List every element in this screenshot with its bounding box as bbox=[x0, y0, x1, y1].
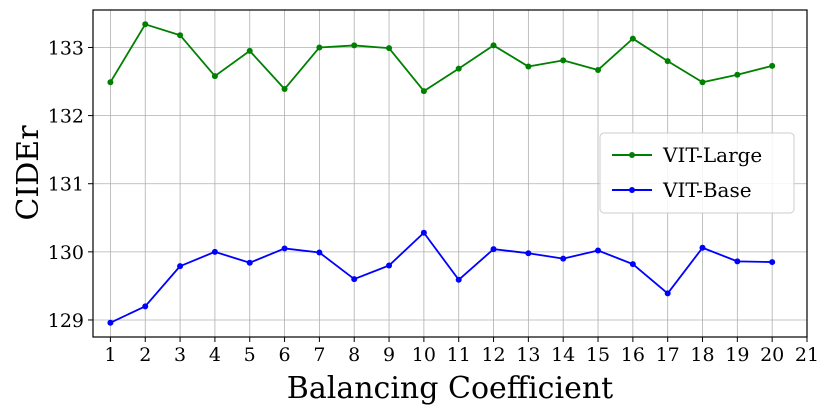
data-point-vit-large bbox=[386, 45, 393, 52]
x-tick-label: 14 bbox=[551, 344, 575, 366]
data-point-vit-large bbox=[316, 44, 323, 51]
data-point-vit-base bbox=[699, 244, 706, 251]
legend: VIT-Large VIT-Base bbox=[599, 132, 795, 214]
x-tick-label: 20 bbox=[760, 344, 784, 366]
data-point-vit-base bbox=[386, 262, 393, 269]
x-tick-label: 11 bbox=[447, 344, 471, 366]
data-point-vit-large bbox=[595, 66, 602, 73]
x-tick-label: 9 bbox=[383, 344, 395, 366]
data-point-vit-large bbox=[177, 32, 184, 39]
x-tick-label: 13 bbox=[516, 344, 540, 366]
x-tick-label: 2 bbox=[139, 344, 151, 366]
data-point-vit-large bbox=[107, 79, 114, 86]
data-point-vit-large bbox=[699, 79, 706, 86]
x-tick-label: 17 bbox=[656, 344, 680, 366]
x-tick-label: 15 bbox=[586, 344, 610, 366]
plot-frame bbox=[92, 9, 808, 338]
x-axis-label: Balancing Coefficient bbox=[287, 371, 613, 406]
x-tick-label: 1 bbox=[104, 344, 116, 366]
legend-box bbox=[599, 132, 795, 214]
x-tick-label: 5 bbox=[244, 344, 256, 366]
series-line-vit-base bbox=[110, 231, 773, 324]
series-layer bbox=[107, 21, 776, 326]
data-point-vit-base bbox=[664, 290, 671, 297]
legend-label-vit-base: VIT-Base bbox=[662, 178, 752, 202]
y-tick-label: 129 bbox=[48, 310, 84, 332]
x-tick-label: 19 bbox=[725, 344, 749, 366]
data-point-vit-large bbox=[455, 65, 462, 72]
series-line-vit-large bbox=[109, 23, 773, 92]
legend-marker-vit-base bbox=[629, 187, 635, 193]
data-point-vit-large bbox=[246, 47, 253, 54]
data-point-vit-base bbox=[490, 246, 497, 253]
x-tick-label: 16 bbox=[621, 344, 645, 366]
data-point-vit-base bbox=[629, 261, 636, 268]
legend-marker-vit-large bbox=[629, 152, 635, 158]
data-point-vit-base bbox=[595, 247, 602, 254]
data-point-vit-large bbox=[560, 57, 567, 64]
data-point-vit-large bbox=[664, 58, 671, 65]
series-vit-base bbox=[107, 229, 776, 326]
y-tick-label: 130 bbox=[48, 242, 84, 264]
data-point-vit-large bbox=[525, 63, 532, 70]
data-point-vit-base bbox=[177, 263, 184, 270]
y-tick-label: 132 bbox=[48, 106, 84, 128]
x-tick-label: 3 bbox=[174, 344, 186, 366]
data-point-vit-base bbox=[525, 250, 532, 257]
data-point-vit-large bbox=[490, 42, 497, 49]
data-point-vit-base bbox=[734, 258, 741, 265]
data-point-vit-base bbox=[455, 276, 462, 283]
data-point-vit-base bbox=[281, 245, 288, 252]
data-point-vit-base bbox=[420, 229, 427, 236]
data-point-vit-large bbox=[351, 42, 358, 49]
x-tick-label: 18 bbox=[690, 344, 714, 366]
data-point-vit-large bbox=[420, 88, 427, 95]
data-point-vit-large bbox=[734, 71, 741, 78]
data-point-vit-base bbox=[560, 255, 567, 262]
data-point-vit-large bbox=[769, 62, 776, 69]
data-point-vit-base bbox=[142, 303, 149, 310]
x-tick-label: 21 bbox=[795, 344, 819, 366]
y-axis-label: CIDEr bbox=[11, 125, 46, 221]
data-point-vit-large bbox=[629, 35, 636, 42]
series-vit-large bbox=[107, 21, 776, 95]
x-tick-label: 6 bbox=[279, 344, 291, 366]
x-tick-label: 8 bbox=[348, 344, 360, 366]
data-point-vit-base bbox=[211, 248, 218, 255]
data-point-vit-large bbox=[142, 21, 149, 28]
data-point-vit-base bbox=[351, 276, 358, 283]
x-tick-label: 4 bbox=[209, 344, 221, 366]
y-tick-label: 133 bbox=[48, 37, 84, 59]
data-point-vit-base bbox=[107, 319, 114, 326]
y-tick-label: 131 bbox=[48, 174, 84, 196]
x-tick-label: 7 bbox=[313, 344, 325, 366]
data-point-vit-base bbox=[246, 259, 253, 266]
data-point-vit-base bbox=[769, 259, 776, 266]
data-point-vit-large bbox=[211, 73, 218, 80]
x-tick-label: 10 bbox=[412, 344, 436, 366]
x-tick-label: 12 bbox=[481, 344, 505, 366]
axis-ticks: 1 2 3 4 5 6 7 8 9 10 11 12 13 14 15 16 17 18 19 20 211291301… bbox=[48, 37, 819, 366]
data-point-vit-large bbox=[281, 86, 288, 93]
data-point-vit-base bbox=[316, 249, 323, 256]
legend-label-vit-large: VIT-Large bbox=[662, 143, 762, 167]
